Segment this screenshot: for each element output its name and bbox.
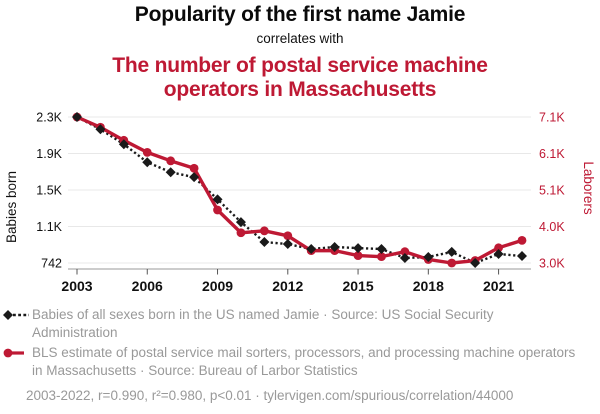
- data-point-babies: [259, 237, 270, 248]
- data-point-laborers: [142, 147, 152, 157]
- data-point-babies: [212, 194, 223, 205]
- data-point-babies: [142, 157, 153, 168]
- right-tick-label: 5.1K: [539, 184, 565, 198]
- x-tick-label: 2018: [413, 278, 444, 294]
- data-point-babies: [423, 251, 434, 262]
- legend-item-babies: Babies of all sexes born in the US named…: [3, 306, 581, 342]
- data-point-babies: [165, 167, 176, 178]
- left-axis: 2.3K 1.9K 1.5K 1.1K 742 Babies born: [4, 111, 63, 271]
- right-tick-label: 7.1K: [539, 111, 565, 125]
- stats-footnote: 2003-2022, r=0.990, r²=0.980, p<0.01 · t…: [26, 388, 514, 403]
- data-point-babies: [235, 217, 246, 228]
- legend-item-laborers: BLS estimate of postal service mail sort…: [3, 344, 581, 380]
- right-tick-label: 4.0K: [539, 220, 565, 234]
- data-point-laborers: [259, 226, 269, 236]
- page-title: Popularity of the first name Jamie: [134, 3, 466, 26]
- legend-text-babies: Babies of all sexes born in the US named…: [32, 307, 494, 340]
- data-point-laborers: [517, 235, 527, 245]
- x-tick-label: 2021: [483, 278, 514, 294]
- right-axis: 7.1K 6.1K 5.1K 4.0K 3.0K Laborers: [539, 111, 596, 271]
- left-tick-label: 2.3K: [36, 111, 62, 125]
- series-laborers: [72, 112, 527, 268]
- data-point-babies: [446, 246, 457, 257]
- secondary-title: The number of postal service machine ope…: [112, 53, 488, 101]
- x-tick-label: 2003: [61, 278, 92, 294]
- data-point-babies: [189, 172, 200, 183]
- data-point-laborers: [236, 228, 246, 238]
- data-point-laborers: [494, 243, 503, 253]
- correlates-with-label: correlates with: [256, 31, 344, 47]
- left-tick-label: 1.5K: [36, 184, 62, 198]
- dual-axis-line-chart: 2003 2006 2009 2012 2015 2018 2021 2.3K 1.9K 1.5K…: [4, 111, 596, 295]
- data-point-babies: [95, 124, 106, 135]
- x-tick-label: 2015: [342, 278, 373, 294]
- data-point-laborers: [213, 205, 222, 215]
- legend: Babies of all sexes born in the US named…: [3, 306, 581, 405]
- legend-text-laborers: BLS estimate of postal service mail sort…: [32, 345, 576, 378]
- data-point-laborers: [189, 163, 199, 173]
- left-axis-title: Babies born: [4, 171, 19, 243]
- black-diamond-dashed-marker-icon: [3, 310, 29, 320]
- series-babies-line: [76, 115, 523, 265]
- x-tick-label: 2006: [132, 278, 163, 294]
- gridlines: [68, 116, 531, 264]
- data-point-babies: [118, 139, 129, 150]
- red-circle-solid-marker-icon: [3, 348, 24, 358]
- x-tick-label: 2009: [202, 278, 233, 294]
- data-point-babies: [399, 253, 410, 264]
- data-point-babies: [282, 239, 293, 250]
- left-tick-label: 742: [41, 257, 62, 271]
- data-point-babies: [329, 242, 340, 253]
- data-point-laborers: [166, 156, 176, 166]
- data-point-babies: [306, 244, 317, 255]
- data-point-babies: [72, 112, 82, 122]
- data-point-babies: [493, 248, 504, 259]
- data-point-laborers: [353, 251, 363, 260]
- right-tick-label: 6.1K: [539, 147, 565, 161]
- left-tick-label: 1.9K: [36, 147, 62, 161]
- right-axis-title: Laborers: [581, 161, 596, 215]
- series-babies-markers: [72, 112, 527, 268]
- left-tick-label: 1.1K: [36, 220, 62, 234]
- data-point-laborers: [400, 247, 410, 257]
- data-point-laborers: [377, 252, 386, 262]
- data-point-babies: [376, 244, 387, 255]
- right-tick-label: 3.0K: [539, 257, 565, 271]
- data-point-laborers: [283, 231, 293, 241]
- x-axis: 2003 2006 2009 2012 2015 2018 2021: [61, 268, 531, 294]
- data-point-babies: [470, 258, 481, 268]
- data-point-babies: [517, 251, 527, 262]
- data-point-laborers: [447, 258, 457, 268]
- data-point-babies: [353, 243, 364, 254]
- x-tick-label: 2012: [272, 278, 303, 294]
